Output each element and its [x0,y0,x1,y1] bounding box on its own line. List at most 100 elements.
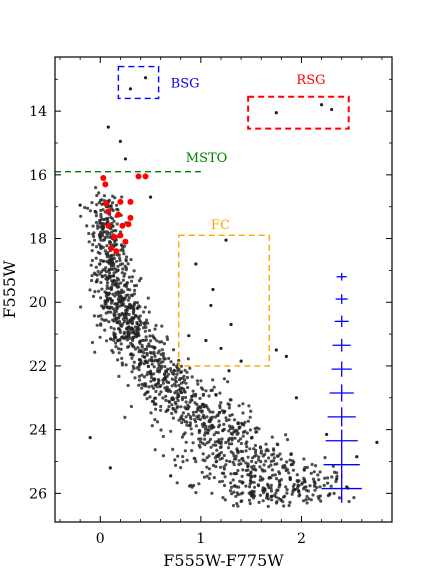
star-point [284,485,288,489]
star-point [309,471,313,475]
star-point [246,419,250,423]
star-point [101,208,105,212]
star-point [217,410,222,415]
star-point [334,479,338,484]
star-point [114,318,119,322]
highlight-points [100,173,149,255]
star-point [140,386,144,390]
star-point [224,416,228,420]
star-point [115,242,119,247]
star-point [153,418,157,422]
star-point [216,413,220,417]
star-point [226,380,230,384]
star-point [254,460,258,465]
star-point [309,498,313,502]
star-point [112,262,116,266]
star-point [121,278,125,282]
star-point [99,280,103,285]
star-point [264,459,268,463]
star-point [256,483,260,487]
star-point [98,236,102,240]
star-point [232,454,236,458]
star-point [237,459,241,463]
star-point [189,398,193,402]
star-point [237,462,241,467]
highlight-point [119,222,126,229]
star-point [232,463,236,467]
star-point [131,311,136,316]
star-point [304,488,308,492]
star-point [122,290,126,294]
star-point [111,282,115,286]
star-point [169,360,173,364]
star-point [198,417,202,421]
star-point [92,238,97,242]
star-point [149,351,153,355]
star-point [211,410,215,414]
star-point [219,440,223,444]
star-point [164,378,168,382]
star-point [78,203,82,207]
star-point [249,409,253,413]
star-point [216,454,220,459]
star-point [150,362,154,366]
star-point [116,208,120,212]
star-point [149,379,153,383]
star-point [137,350,141,354]
star-point [109,204,113,208]
star-point [91,243,95,247]
star-point [108,466,112,470]
star-point [184,415,188,419]
star-point [231,460,235,464]
highlight-point [127,198,134,205]
star-point [193,457,197,461]
star-point [163,386,167,390]
star-point [252,464,256,468]
star-point [98,221,102,225]
highlight-point [105,208,112,215]
star-point [112,279,116,283]
star-point [264,442,268,446]
star-point [119,243,124,247]
star-point [99,238,103,242]
star-point [103,328,107,332]
x-tick-label: 1 [196,531,205,547]
star-point [176,454,180,458]
star-point [160,348,164,352]
star-point [287,471,291,475]
star-point [140,345,144,349]
star-point [104,294,108,298]
star-point [245,431,249,435]
star-point [201,402,205,406]
star-point [190,449,194,453]
star-point [112,271,116,275]
star-point [126,262,130,266]
star-point [123,157,128,161]
star-point [117,351,121,355]
star-point [259,446,263,450]
star-point [114,345,118,349]
star-point [236,468,240,473]
star-point [261,499,265,503]
star-point [186,357,190,361]
star-point [227,442,231,446]
star-point [207,476,211,480]
star-point [107,320,111,324]
star-point [207,394,211,398]
bsg-label: BSG [171,76,200,91]
star-point [164,370,168,374]
star-point [337,496,342,500]
star-point [219,346,223,351]
star-point [143,329,147,333]
star-point [137,327,141,331]
star-point [218,391,222,395]
star-point [160,324,164,328]
star-point [335,477,339,481]
highlight-point [117,232,124,239]
star-point [218,480,222,484]
star-point [85,224,89,228]
star-point [120,311,124,315]
star-point [300,481,305,485]
star-point [297,489,301,493]
star-point [104,291,108,295]
